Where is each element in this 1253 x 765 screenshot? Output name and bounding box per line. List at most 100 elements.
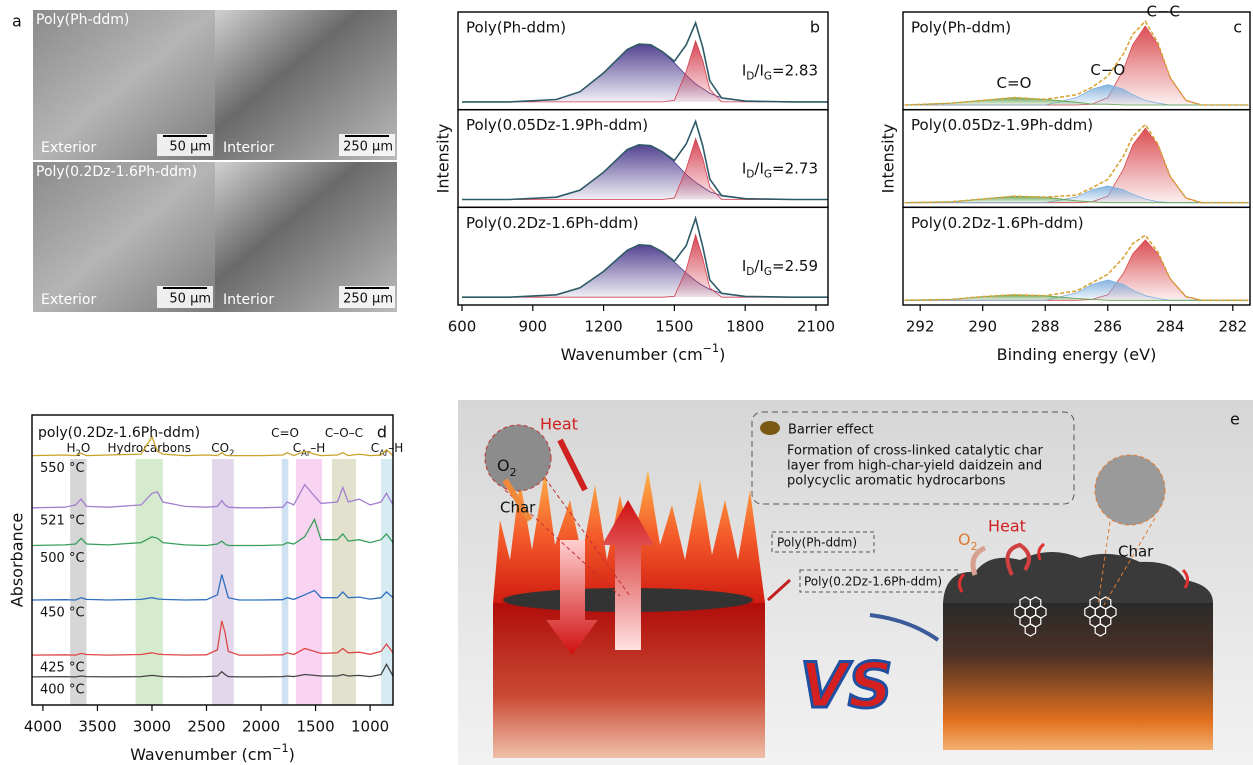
x-tick-label: 2000 [242, 718, 280, 736]
ratio-label-part: D [746, 71, 754, 83]
legend-marker [760, 421, 780, 435]
band-label-part: Hydrocarbons [108, 441, 191, 455]
x-tick-label: 2100 [797, 318, 835, 336]
x-axis-label-part: −1 [703, 342, 720, 355]
figure: a O2 Heat Char Barrier effect Formation … [0, 0, 1253, 765]
band-label-part: –H [310, 441, 325, 455]
x-axis-label-part: Wavenumber (cm [130, 745, 272, 764]
x-tick-label: 3000 [133, 718, 171, 736]
band [282, 459, 289, 705]
band-label-part: O [81, 441, 90, 455]
band-label-part: C [293, 441, 301, 455]
series-label: 500 °C [40, 551, 85, 566]
sample-label: Poly(Ph-ddm) [777, 536, 857, 550]
legend-text: layer from high-char-yield daidzein and [787, 459, 1042, 474]
vs-label: VS [800, 649, 893, 722]
x-tick-label: 292 [906, 318, 935, 336]
char-label: Char [1118, 543, 1154, 561]
ratio-label: ID/IG=2.73 [742, 159, 818, 181]
panel-label: a [12, 12, 22, 31]
ratio-label-part: /I [754, 159, 763, 177]
legend-text: polycyclic aromatic hydrocarbons [787, 474, 1006, 489]
ratio-label: ID/IG=2.83 [742, 61, 818, 83]
x-tick-label: 600 [448, 318, 477, 336]
subplot-label: Poly(Ph-ddm) [466, 19, 566, 37]
x-tick-label: 1000 [351, 718, 389, 736]
series-label: 550 °C [40, 461, 85, 476]
x-tick-label: 1800 [726, 318, 764, 336]
tile-label: Interior [223, 292, 274, 308]
series-label: 521 °C [40, 513, 85, 528]
x-tick-label: 1200 [584, 318, 622, 336]
ratio-label-part: D [746, 168, 754, 180]
ratio-label-part: G [764, 266, 772, 278]
band-label-part: C–O–C [325, 426, 363, 440]
chart-title: poly(0.2Dz-1.6Ph-ddm) [38, 425, 200, 441]
x-tick-label: 4000 [24, 718, 62, 736]
peak-label: C=O [997, 74, 1032, 92]
band [212, 459, 234, 705]
x-tick-label: 2500 [187, 718, 225, 736]
row-title: Poly(Ph-ddm) [36, 12, 129, 28]
y-axis-label: Absorbance [8, 513, 27, 608]
x-axis-label-part: ) [289, 745, 295, 764]
series-label: 400 °C [40, 682, 85, 697]
area-fill [905, 240, 1249, 300]
x-axis-label: Binding energy (eV) [997, 345, 1157, 364]
subplot-label: Poly(0.2Dz-1.6Ph-ddm) [466, 214, 639, 232]
x-tick-label: 1500 [296, 718, 334, 736]
band-label-part: C=O [271, 426, 299, 440]
x-axis-label: Wavenumber (cm−1) [130, 742, 295, 764]
band-label: C–O–C [325, 426, 363, 440]
x-axis-label-part: −1 [272, 742, 289, 755]
y-axis-label: Intensity [879, 124, 898, 194]
panel-e: O2 Heat Char Barrier effect Formation of… [458, 400, 1253, 765]
subplot-label: Poly(0.05Dz-1.9Ph-ddm) [911, 116, 1093, 134]
area-fill [905, 186, 1249, 203]
x-axis-label-part: Wavenumber (cm [561, 345, 703, 364]
series-line [905, 235, 1249, 300]
band [381, 459, 393, 705]
band [332, 459, 356, 705]
ratio-label-part: G [764, 71, 772, 83]
subplot-label: Poly(0.05Dz-1.9Ph-ddm) [466, 116, 648, 134]
peak-label: C−O [1090, 61, 1125, 79]
x-axis-label: Wavenumber (cm−1) [561, 342, 726, 364]
ratio-label-part: G [764, 168, 772, 180]
band-label: C=O [271, 426, 299, 440]
x-tick-label: 900 [518, 318, 547, 336]
scale-label: 50 μm [169, 292, 211, 307]
x-tick-label: 282 [1218, 318, 1247, 336]
x-tick-label: 3500 [78, 718, 116, 736]
scale-label: 250 μm [343, 140, 393, 155]
ratio-label: ID/IG=2.59 [742, 256, 818, 278]
ratio-label-part: D [746, 266, 754, 278]
x-tick-label: 284 [1156, 318, 1185, 336]
protected-block [943, 603, 1213, 750]
legend-title: Barrier effect [788, 423, 874, 438]
ratio-value: 2.73 [785, 159, 818, 177]
char-callout [1095, 455, 1165, 525]
band-label-part: H [66, 441, 75, 455]
series-line [905, 125, 1249, 203]
char-label: Char [500, 499, 536, 517]
band-label: Hydrocarbons [108, 441, 191, 455]
legend-text: Formation of cross-linked catalytic char [787, 444, 1044, 459]
ratio-label-part: /I [754, 256, 763, 274]
row-title: Poly(0.2Dz-1.6Ph-ddm) [36, 164, 197, 180]
area-fill [905, 280, 1249, 300]
panel-label: d [377, 423, 387, 442]
tile-label: Interior [223, 140, 274, 156]
band [296, 459, 322, 705]
series-label: 450 °C [40, 606, 85, 621]
ratio-label-part: = [772, 159, 785, 177]
ratio-value: 2.83 [785, 61, 818, 79]
subplot-label: Poly(Ph-ddm) [911, 19, 1011, 37]
x-tick-label: 1500 [655, 318, 693, 336]
scale-label: 50 μm [169, 140, 211, 155]
panel-label: e [1230, 410, 1240, 429]
x-axis-label-part: ) [719, 345, 725, 364]
ratio-label-part: /I [754, 61, 763, 79]
panel-label: b [810, 18, 820, 37]
ratio-label-part: = [772, 256, 785, 274]
